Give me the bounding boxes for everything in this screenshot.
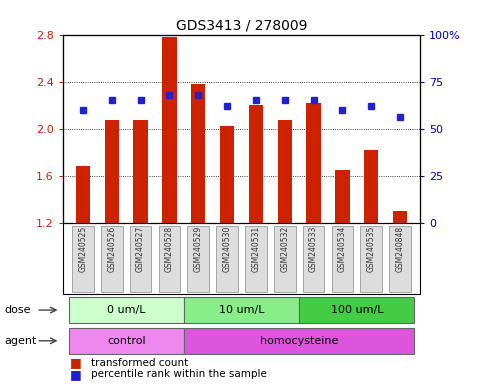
FancyBboxPatch shape [216,226,238,292]
Bar [278,121,292,223]
Text: ■: ■ [70,368,82,381]
FancyBboxPatch shape [187,226,209,292]
Text: GSM240528: GSM240528 [165,226,174,272]
Text: 100 um/L: 100 um/L [330,305,383,315]
FancyBboxPatch shape [299,297,414,323]
Text: GSM240526: GSM240526 [107,226,116,272]
Text: GSM240535: GSM240535 [367,226,376,272]
Text: GSM240527: GSM240527 [136,226,145,272]
Bar [393,211,407,223]
Text: transformed count: transformed count [91,358,189,368]
FancyBboxPatch shape [360,226,382,292]
Bar [220,126,234,223]
Text: percentile rank within the sample: percentile rank within the sample [91,369,267,379]
Bar [105,121,119,223]
FancyBboxPatch shape [69,297,184,323]
Bar [76,166,90,223]
Bar [162,37,177,223]
FancyBboxPatch shape [303,226,325,292]
FancyBboxPatch shape [69,328,184,354]
FancyBboxPatch shape [130,226,152,292]
FancyBboxPatch shape [274,226,296,292]
Text: GSM240848: GSM240848 [396,226,405,272]
Bar [191,84,205,223]
FancyBboxPatch shape [101,226,123,292]
Text: control: control [107,336,145,346]
Bar [364,150,378,223]
Text: 0 um/L: 0 um/L [107,305,145,315]
Bar [133,121,148,223]
FancyBboxPatch shape [184,297,299,323]
Text: ■: ■ [70,356,82,369]
Text: GSM240532: GSM240532 [280,226,289,272]
Bar [306,103,321,223]
Text: agent: agent [5,336,37,346]
FancyBboxPatch shape [184,328,414,354]
Text: GSM240533: GSM240533 [309,226,318,272]
Text: GSM240525: GSM240525 [78,226,87,272]
Text: 10 um/L: 10 um/L [219,305,264,315]
Text: homocysteine: homocysteine [260,336,338,346]
Text: dose: dose [5,305,31,315]
FancyBboxPatch shape [158,226,180,292]
Text: GSM240530: GSM240530 [223,226,231,272]
Text: GSM240534: GSM240534 [338,226,347,272]
Text: GSM240529: GSM240529 [194,226,203,272]
Bar [335,170,350,223]
FancyBboxPatch shape [245,226,267,292]
FancyBboxPatch shape [389,226,411,292]
FancyBboxPatch shape [331,226,353,292]
Title: GDS3413 / 278009: GDS3413 / 278009 [176,18,307,32]
FancyBboxPatch shape [72,226,94,292]
Text: GSM240531: GSM240531 [252,226,260,272]
Bar [249,105,263,223]
